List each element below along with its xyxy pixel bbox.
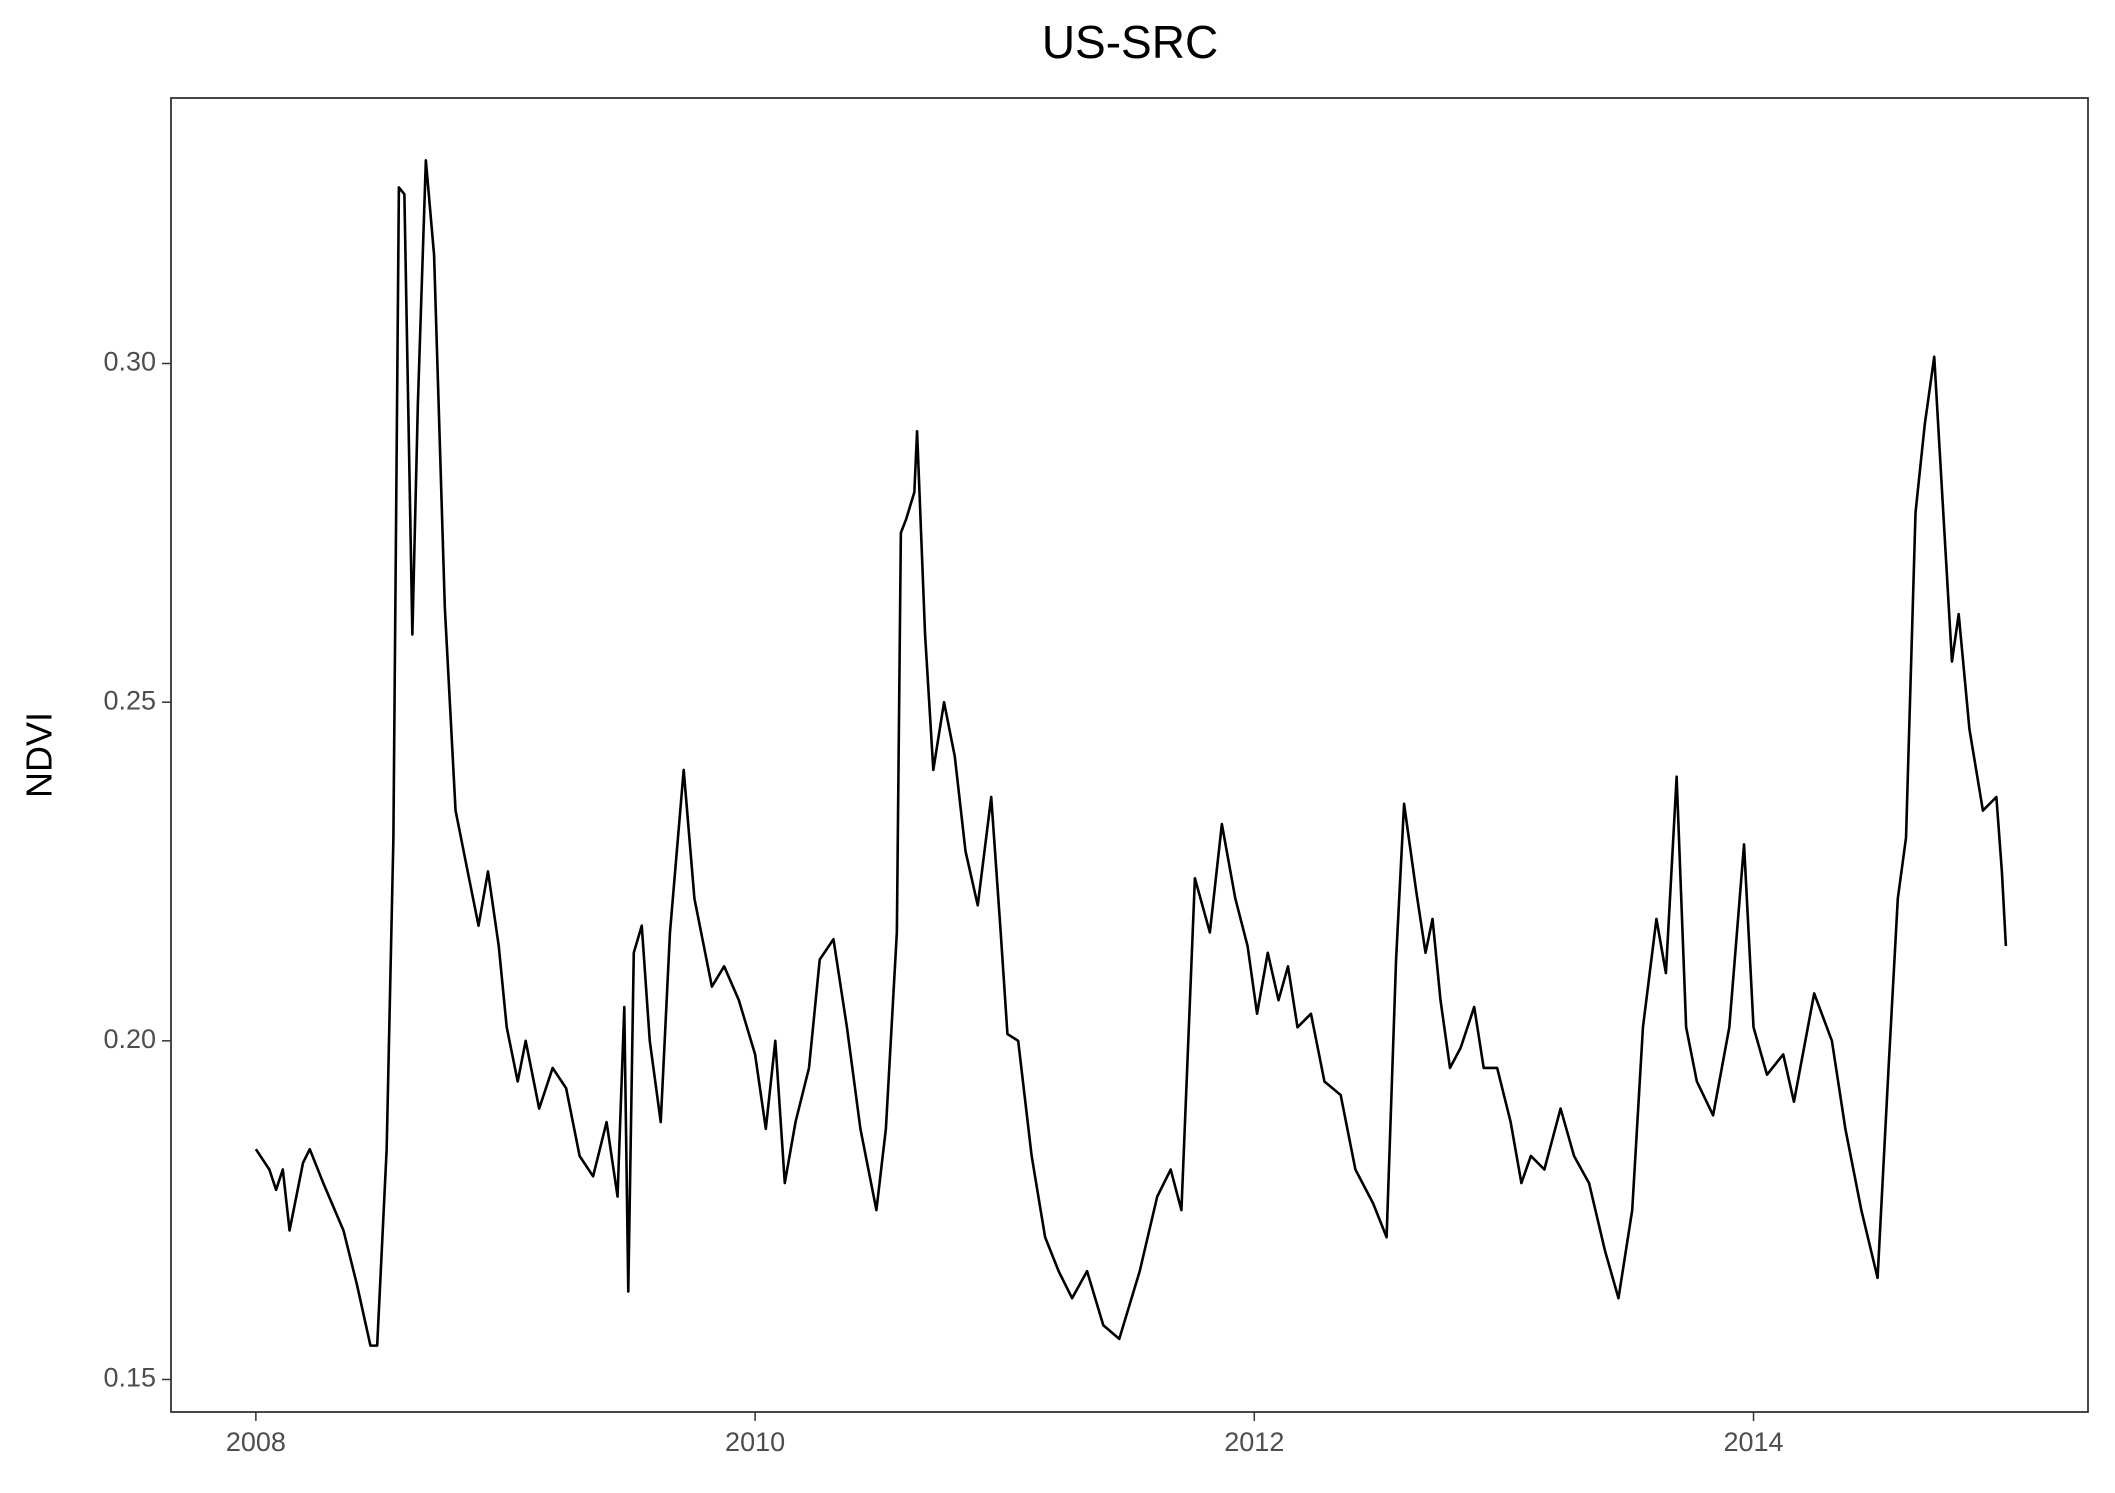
y-tick-label: 0.20 [103,1024,156,1054]
y-axis-label: NDVI [19,712,60,798]
data-line [254,159,2008,1347]
y-tick-label: 0.25 [103,685,156,715]
x-tick-label: 2010 [725,1427,785,1457]
x-tick-label: 2014 [1723,1427,1783,1457]
x-tick-label: 2012 [1224,1427,1284,1457]
chart-title: US-SRC [1042,16,1218,68]
x-tick-label: 2008 [226,1427,286,1457]
y-tick-label: 0.15 [103,1363,156,1393]
plot-border [170,97,2089,1413]
y-tick-label: 0.30 [103,347,156,377]
